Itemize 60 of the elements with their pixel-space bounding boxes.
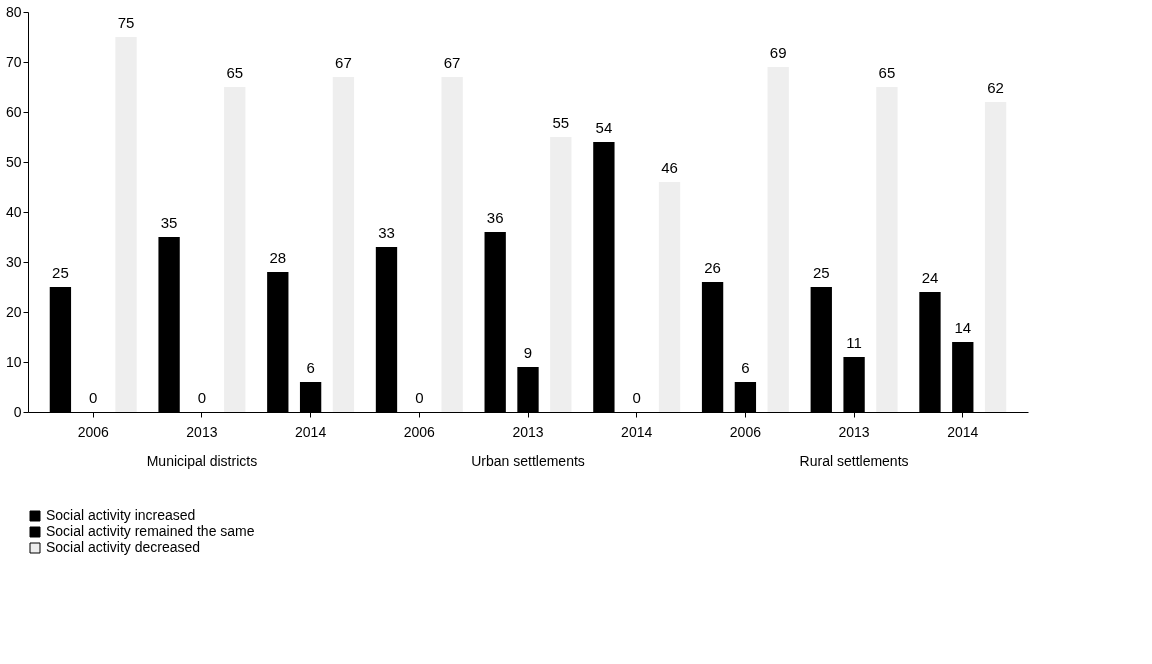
x-tick-label: 2006 — [77, 423, 109, 440]
x-tick-label: 2014 — [295, 423, 327, 440]
bar — [441, 77, 463, 412]
x-tick-label: 2013 — [838, 423, 870, 440]
legend-label: Social activity increased — [46, 507, 196, 523]
data-label: 65 — [226, 64, 244, 81]
y-tick-label: 20 — [5, 303, 22, 320]
x-tick-label: 2014 — [621, 423, 653, 440]
bar — [658, 182, 681, 412]
y-tick-label: 50 — [5, 153, 22, 170]
text: Urban settlements — [471, 453, 585, 469]
x-tick-label: 2013 — [512, 423, 544, 440]
data-label: 14 — [954, 319, 972, 336]
legend-label: Social activity decreased — [46, 539, 201, 555]
y-tick-label: 0 — [13, 403, 22, 420]
y-tick-label: 80 — [5, 3, 22, 20]
bar — [984, 102, 1007, 412]
bar — [767, 67, 789, 412]
data-label: 75 — [117, 14, 135, 31]
text: Municipal districts — [146, 453, 258, 469]
data-label: 69 — [769, 44, 787, 61]
data-label: 11 — [846, 334, 862, 351]
data-label: 0 — [197, 389, 207, 406]
data-label: 24 — [921, 269, 939, 286]
data-label: 28 — [269, 249, 287, 266]
x-tick-label: 2013 — [186, 423, 218, 440]
bar — [550, 137, 572, 412]
data-label: 6 — [741, 359, 750, 376]
data-label: 62 — [987, 79, 1004, 96]
bar — [332, 77, 355, 412]
bar — [115, 37, 137, 412]
data-label: 0 — [415, 389, 424, 406]
y-tick-label: 70 — [5, 53, 22, 70]
x-tick-label: 2006 — [403, 423, 436, 440]
data-label: 46 — [661, 159, 678, 176]
data-label: 36 — [486, 209, 504, 226]
data-label: 65 — [878, 64, 896, 81]
y-tick-label: 30 — [5, 253, 22, 270]
data-label: 0 — [89, 389, 98, 406]
data-label: 25 — [52, 264, 69, 281]
data-label: 25 — [812, 264, 830, 281]
data-label: 33 — [378, 224, 395, 241]
data-label: 67 — [335, 54, 352, 71]
x-tick-label: 2006 — [729, 423, 762, 440]
y-tick-label: 60 — [5, 103, 22, 120]
data-label: 55 — [552, 114, 570, 131]
data-label: 26 — [704, 259, 721, 276]
data-label: 35 — [160, 214, 178, 231]
data-label: 54 — [595, 119, 613, 136]
data-label: 0 — [632, 389, 641, 406]
data-label: 67 — [443, 54, 461, 71]
bar — [224, 87, 246, 412]
text: Rural settlements — [799, 453, 909, 469]
legend-label: Social activity remained the same — [46, 523, 255, 539]
y-tick-label: 40 — [5, 203, 22, 220]
data-label: 6 — [306, 359, 315, 376]
data-label: 9 — [523, 344, 533, 361]
y-tick-label: 10 — [5, 353, 22, 370]
x-tick-label: 2014 — [947, 423, 979, 440]
bar — [876, 87, 898, 412]
